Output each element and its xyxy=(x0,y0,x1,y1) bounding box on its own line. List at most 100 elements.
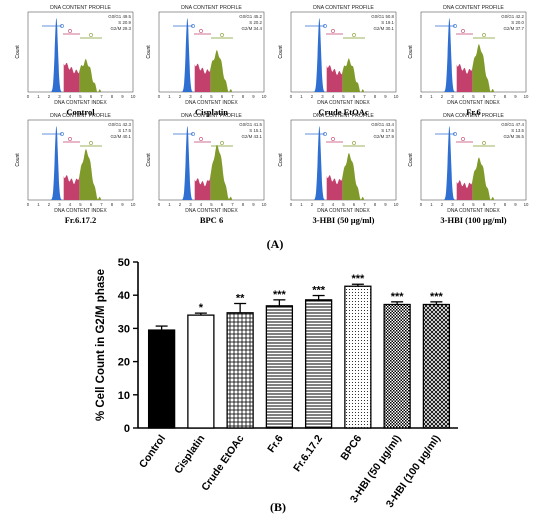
significance-marker: *** xyxy=(312,285,326,297)
x-tick-label: 2 xyxy=(48,94,51,99)
g0g1-peak xyxy=(177,18,195,93)
x-tick-label: 2 xyxy=(311,94,314,99)
bar xyxy=(304,299,333,429)
gate-marker xyxy=(89,33,93,37)
x-tick-label: 1 xyxy=(37,202,40,207)
x-tick-label: 0 xyxy=(158,94,161,99)
gate-marker xyxy=(453,132,457,136)
panel-profile-title: DNA CONTENT PROFILE xyxy=(443,5,504,11)
x-tick-label: 0 xyxy=(420,94,423,99)
gate-marker xyxy=(199,29,203,33)
histogram-panel: DNA CONTENT PROFILE G0/G1 41.5S 15.1G2/M … xyxy=(146,113,267,225)
x-tick-label: 9 xyxy=(252,202,255,207)
gate-marker xyxy=(60,24,64,28)
gate-marker xyxy=(461,137,465,141)
y-tick-label: 10 xyxy=(118,390,130,402)
y-tick-label: 0 xyxy=(124,423,130,435)
significance-marker: *** xyxy=(351,273,365,285)
s-phase-region xyxy=(194,63,211,92)
x-tick-label: 5 xyxy=(342,202,345,207)
gate-marker xyxy=(331,137,335,141)
y-axis-label: Count xyxy=(408,45,414,59)
x-tick-label: 1 xyxy=(168,202,171,207)
x-tick-label: 7 xyxy=(231,94,234,99)
g2m-peak xyxy=(342,58,365,92)
y-axis-title: % Cell Count in G2/M phase xyxy=(95,269,107,421)
phase-stat: G0/G1 41.5 xyxy=(239,122,262,127)
g0g1-peak xyxy=(309,18,327,93)
x-tick-label: 3 xyxy=(58,94,61,99)
x-category-label: Fr.6.17.2 xyxy=(291,433,325,474)
g0g1-peak xyxy=(439,126,457,200)
x-tick-label: 9 xyxy=(514,202,517,207)
x-category-label: BPC6 xyxy=(338,433,364,463)
s-phase-region xyxy=(194,175,211,200)
y-axis-label: Count xyxy=(408,153,414,167)
g2m-peak xyxy=(472,44,495,92)
phase-stat: G0/G1 43.4 xyxy=(371,122,394,127)
panel-label: 3-HBI (50 μg/ml) xyxy=(313,215,375,225)
panel-profile-title: DNA CONTENT PROFILE xyxy=(443,113,504,119)
x-tick-label: 8 xyxy=(504,94,507,99)
x-tick-label: 0 xyxy=(27,202,30,207)
x-tick-label: 8 xyxy=(504,202,507,207)
g2m-peak xyxy=(342,153,365,200)
histogram-panel: DNA CONTENT PROFILE G0/G1 43.4S 17.5G2/M … xyxy=(278,113,399,225)
phase-stat: G2/M 40.1 xyxy=(111,134,132,139)
panel-label: Control xyxy=(66,107,95,117)
phase-stat: S 20.2 xyxy=(249,20,262,25)
s-phase-region xyxy=(326,65,343,92)
g2m-bar-chart: 0 10 20 30 40 50 % Cell Count in G2/M phase Con… xyxy=(95,257,458,510)
panel-profile-title: DNA CONTENT PROFILE xyxy=(50,113,111,119)
gate-marker xyxy=(323,132,327,136)
phase-stat: G0/G1 49.5 xyxy=(108,14,131,19)
x-tick-label: 5 xyxy=(79,94,82,99)
x-tick-label: 0 xyxy=(158,202,161,207)
panel-profile-title: DNA CONTENT PROFILE xyxy=(181,5,242,11)
g0g1-peak xyxy=(309,126,327,200)
x-tick-label: 9 xyxy=(121,94,124,99)
bar xyxy=(383,303,411,429)
phase-stat: S 19.1 xyxy=(381,20,394,25)
phase-stat: G2/M 29.3 xyxy=(111,26,132,31)
bar xyxy=(226,312,254,429)
gate-marker xyxy=(89,141,93,145)
panel-profile-title: DNA CONTENT PROFILE xyxy=(181,113,242,119)
x-tick-label: 10 xyxy=(524,94,529,99)
g2m-peak xyxy=(79,59,102,92)
panel-a-label: (A) xyxy=(267,237,284,251)
histogram-panel: DNA CONTENT PROFILE G0/G1 45.2S 20.2G2/M … xyxy=(146,5,267,117)
x-category-label: Control xyxy=(137,433,168,471)
x-tick-label: 3 xyxy=(321,202,324,207)
significance-marker: *** xyxy=(430,291,444,303)
y-axis-label: Count xyxy=(146,45,152,59)
g2m-peak xyxy=(210,144,233,200)
x-tick-label: 1 xyxy=(300,202,303,207)
x-tick-label: 1 xyxy=(37,94,40,99)
x-tick-label: 5 xyxy=(79,202,82,207)
g0g1-peak xyxy=(439,18,457,93)
x-axis-label: DNA CONTENT INDEX xyxy=(185,208,238,214)
phase-stat: G0/G1 42.2 xyxy=(501,14,524,19)
x-tick-label: 9 xyxy=(121,202,124,207)
x-tick-label: 10 xyxy=(131,94,136,99)
bar xyxy=(147,329,176,429)
s-phase-region xyxy=(63,62,80,92)
panel-profile-title: DNA CONTENT PROFILE xyxy=(313,5,374,11)
bar xyxy=(422,303,451,429)
x-tick-label: 10 xyxy=(394,94,399,99)
phase-stat: G0/G1 50.8 xyxy=(371,14,394,19)
gate-marker xyxy=(68,137,72,141)
gate-marker xyxy=(453,24,457,28)
s-phase-region xyxy=(456,180,473,200)
phase-stat: G2/M 36.5 xyxy=(504,134,525,139)
significance-marker: *** xyxy=(273,289,287,301)
phase-stat: G2/M 30.1 xyxy=(374,26,395,31)
gate-marker xyxy=(220,141,224,145)
phase-stat: G2/M 34.4 xyxy=(242,26,263,31)
x-tick-label: 3 xyxy=(451,94,454,99)
x-tick-label: 7 xyxy=(100,94,103,99)
s-phase-region xyxy=(326,175,343,200)
g2m-peak xyxy=(472,157,495,200)
